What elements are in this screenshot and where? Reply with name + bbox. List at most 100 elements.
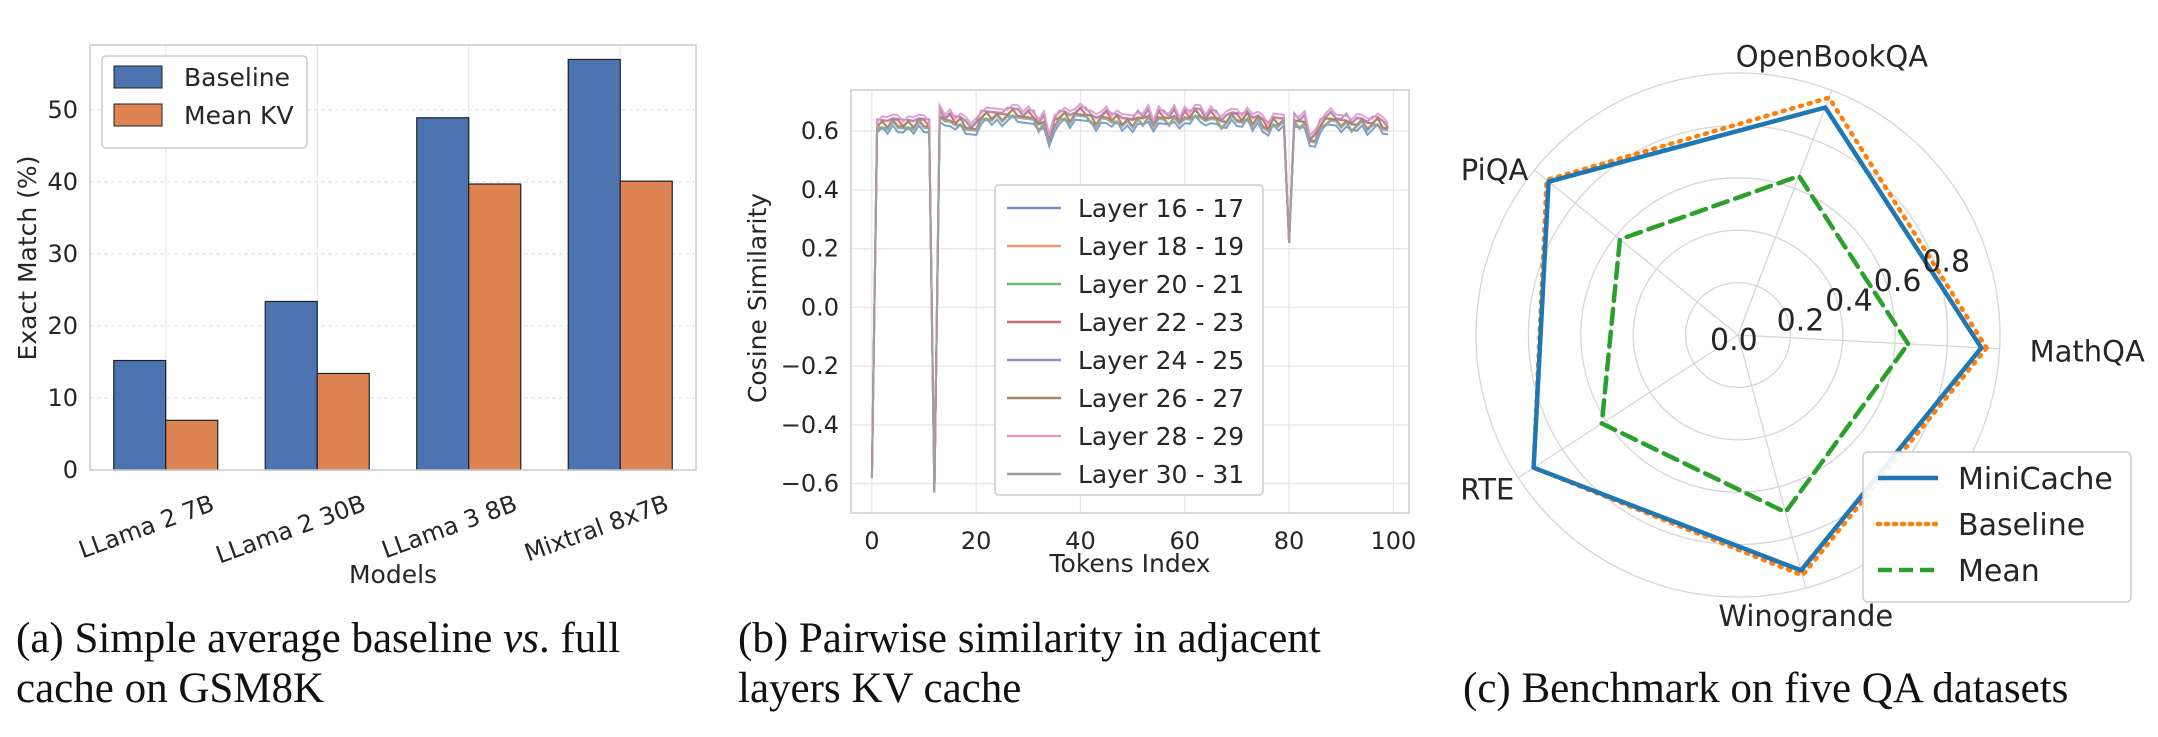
bar-baseline-4 [567,58,621,471]
radar-category-label: Winogrande [1718,599,1893,633]
radar-category-label: OpenBookQA [1736,39,1928,73]
line-legend-label: Layer 22 - 23 [1078,308,1244,337]
bar-mean-kv-3 [468,183,522,471]
line-legend-label: Layer 28 - 29 [1078,422,1244,451]
line-x-tick-label: 60 [1169,527,1200,555]
radar-grid-circle [1475,72,2001,598]
bar-x-axis-label: Models [349,560,437,589]
line-y-tick-label: 0.4 [801,176,839,204]
bar-baseline-1 [113,359,167,471]
line-x-tick-label: 100 [1370,527,1416,555]
radar-category-label: PiQA [1461,153,1529,187]
caption-a: (a) Simple average baseline vs. full cac… [16,614,716,714]
radar-category-label: MathQA [2030,335,2145,369]
line-y-tick-label: 0.0 [801,293,839,321]
line-x-tick-label: 80 [1274,527,1305,555]
line-y-axis-label: Cosine Similarity [743,193,772,403]
line-legend: Layer 16 - 17 Layer 18 - 19 Layer 20 - 21 L… [994,184,1264,496]
bar-mean-kv-2 [316,372,370,471]
legend-swatch-meankv [113,103,163,127]
radar-spoke [1517,334,1739,479]
bar-mean-kv-1 [165,419,219,471]
radar-r-tick-label: 0.0 [1710,323,1758,358]
line-legend-label: Layer 24 - 25 [1078,346,1244,375]
line-legend-label: Layer 30 - 31 [1078,460,1244,489]
radar-grid [1475,72,2001,598]
line-x-tick-label: 40 [1065,527,1096,555]
radar-spoke [1533,169,1739,336]
radar-labels: 0.0 0.20.40.60.8 MathQA OpenBookQA PiQA RTE Wi… [1460,39,2145,633]
legend-label-baseline: Baseline [184,63,290,92]
radar-r-tick-label: 0.6 [1874,264,1922,299]
bar-y-tick-label: 30 [47,240,78,268]
line-series-layer-26-27 [870,107,1389,493]
line-legend-label: Layer 20 - 21 [1078,270,1244,299]
caption-c: (c) Benchmark on five QA datasets [1463,664,2153,714]
line-y-tick-label: 0.2 [801,235,839,263]
line-legend-label: Layer 18 - 19 [1078,232,1244,261]
caption-a-text-post: . full [538,615,621,662]
radar-chart: 0.0 0.20.40.60.8 MathQA OpenBookQA PiQA RTE Wi… [1460,39,2145,633]
legend-label-minicache: MiniCache [1958,462,2113,497]
bar-y-tick-label: 20 [47,312,78,340]
bar-baseline-2 [264,300,318,471]
line-plot-frame [850,89,1410,514]
radar-r-tick-label: 0.4 [1825,284,1873,319]
bar-y-tick-label: 0 [63,456,78,484]
radar-spoke [1737,334,2000,350]
bar-baseline-3 [416,117,470,471]
line-y-tick-label: 0.6 [801,117,839,145]
radar-spoke [1737,90,1833,336]
bar-x-tick-label: LLama 3 8B [378,489,521,564]
radar-series [1531,95,1989,578]
radar-r-tick-label: 0.2 [1777,303,1825,338]
line-series [870,101,1389,493]
bar-plot-frame [89,44,697,471]
bar-mean-kv-4 [619,180,673,471]
bar-y-ticks: 0 10 20 30 40 50 [47,96,78,484]
radar-category-label: RTE [1460,473,1514,507]
line-series-layer-28-29 [870,101,1389,493]
legend-swatch-baseline [113,65,163,89]
caption-a-text: (a) Simple average baseline [16,615,504,662]
radar-legend: MiniCache Baseline Mean [1862,451,2132,603]
line-x-ticks: 0 20 40 60 80 100 [864,527,1416,555]
radar-grid-circle [1684,281,1792,389]
line-y-tick-label: −0.2 [781,352,839,380]
caption-a-vs: vs [503,615,539,662]
bar-y-axis-label: Exact Match (%) [13,156,42,361]
radar-r-tick-label: 0.8 [1922,244,1970,279]
line-series-layer-30-31 [870,113,1389,493]
line-y-tick-label: −0.4 [781,411,839,439]
caption-b-line1: (b) Pairwise similarity in adjacent [738,615,1321,662]
line-chart: −0.6 −0.4 −0.2 0.0 0.2 0.4 0.6 0 20 40 60 80 100 Co… [743,89,1416,578]
line-x-axis-label: Tokens Index [1049,549,1211,578]
bar-x-tick-label: LLama 2 30B [212,489,369,569]
legend-label-mean: Mean [1958,554,2040,589]
bar-y-tick-label: 10 [47,384,78,412]
radar-spoke [1737,334,1807,589]
caption-b: (b) Pairwise similarity in adjacent laye… [738,614,1458,714]
bar-y-tick-label: 50 [47,96,78,124]
bar-x-tick-label: LLama 2 7B [75,489,218,564]
bar-x-tick-label: Mixtral 8x7B [521,489,673,567]
legend-label-baseline-radar: Baseline [1958,508,2085,543]
radar-series-baseline [1531,95,1989,578]
line-y-tick-label: −0.6 [781,470,839,498]
line-x-tick-label: 0 [864,527,879,555]
bar-y-tick-label: 40 [47,168,78,196]
radar-series-minicache [1531,105,1984,573]
caption-b-line2: layers KV cache [738,665,1022,712]
line-x-tick-label: 20 [961,527,992,555]
legend-label-meankv: Mean KV [184,101,294,130]
caption-a-line2: cache on GSM8K [16,665,325,712]
radar-grid-circle [1580,177,1896,493]
bar-legend: Baseline Mean KV [101,55,308,149]
line-legend-label: Layer 26 - 27 [1078,384,1244,413]
radar-grid-circle [1632,229,1844,441]
caption-c-text: (c) Benchmark on five QA datasets [1463,665,2069,712]
line-legend-label: Layer 16 - 17 [1078,194,1244,223]
